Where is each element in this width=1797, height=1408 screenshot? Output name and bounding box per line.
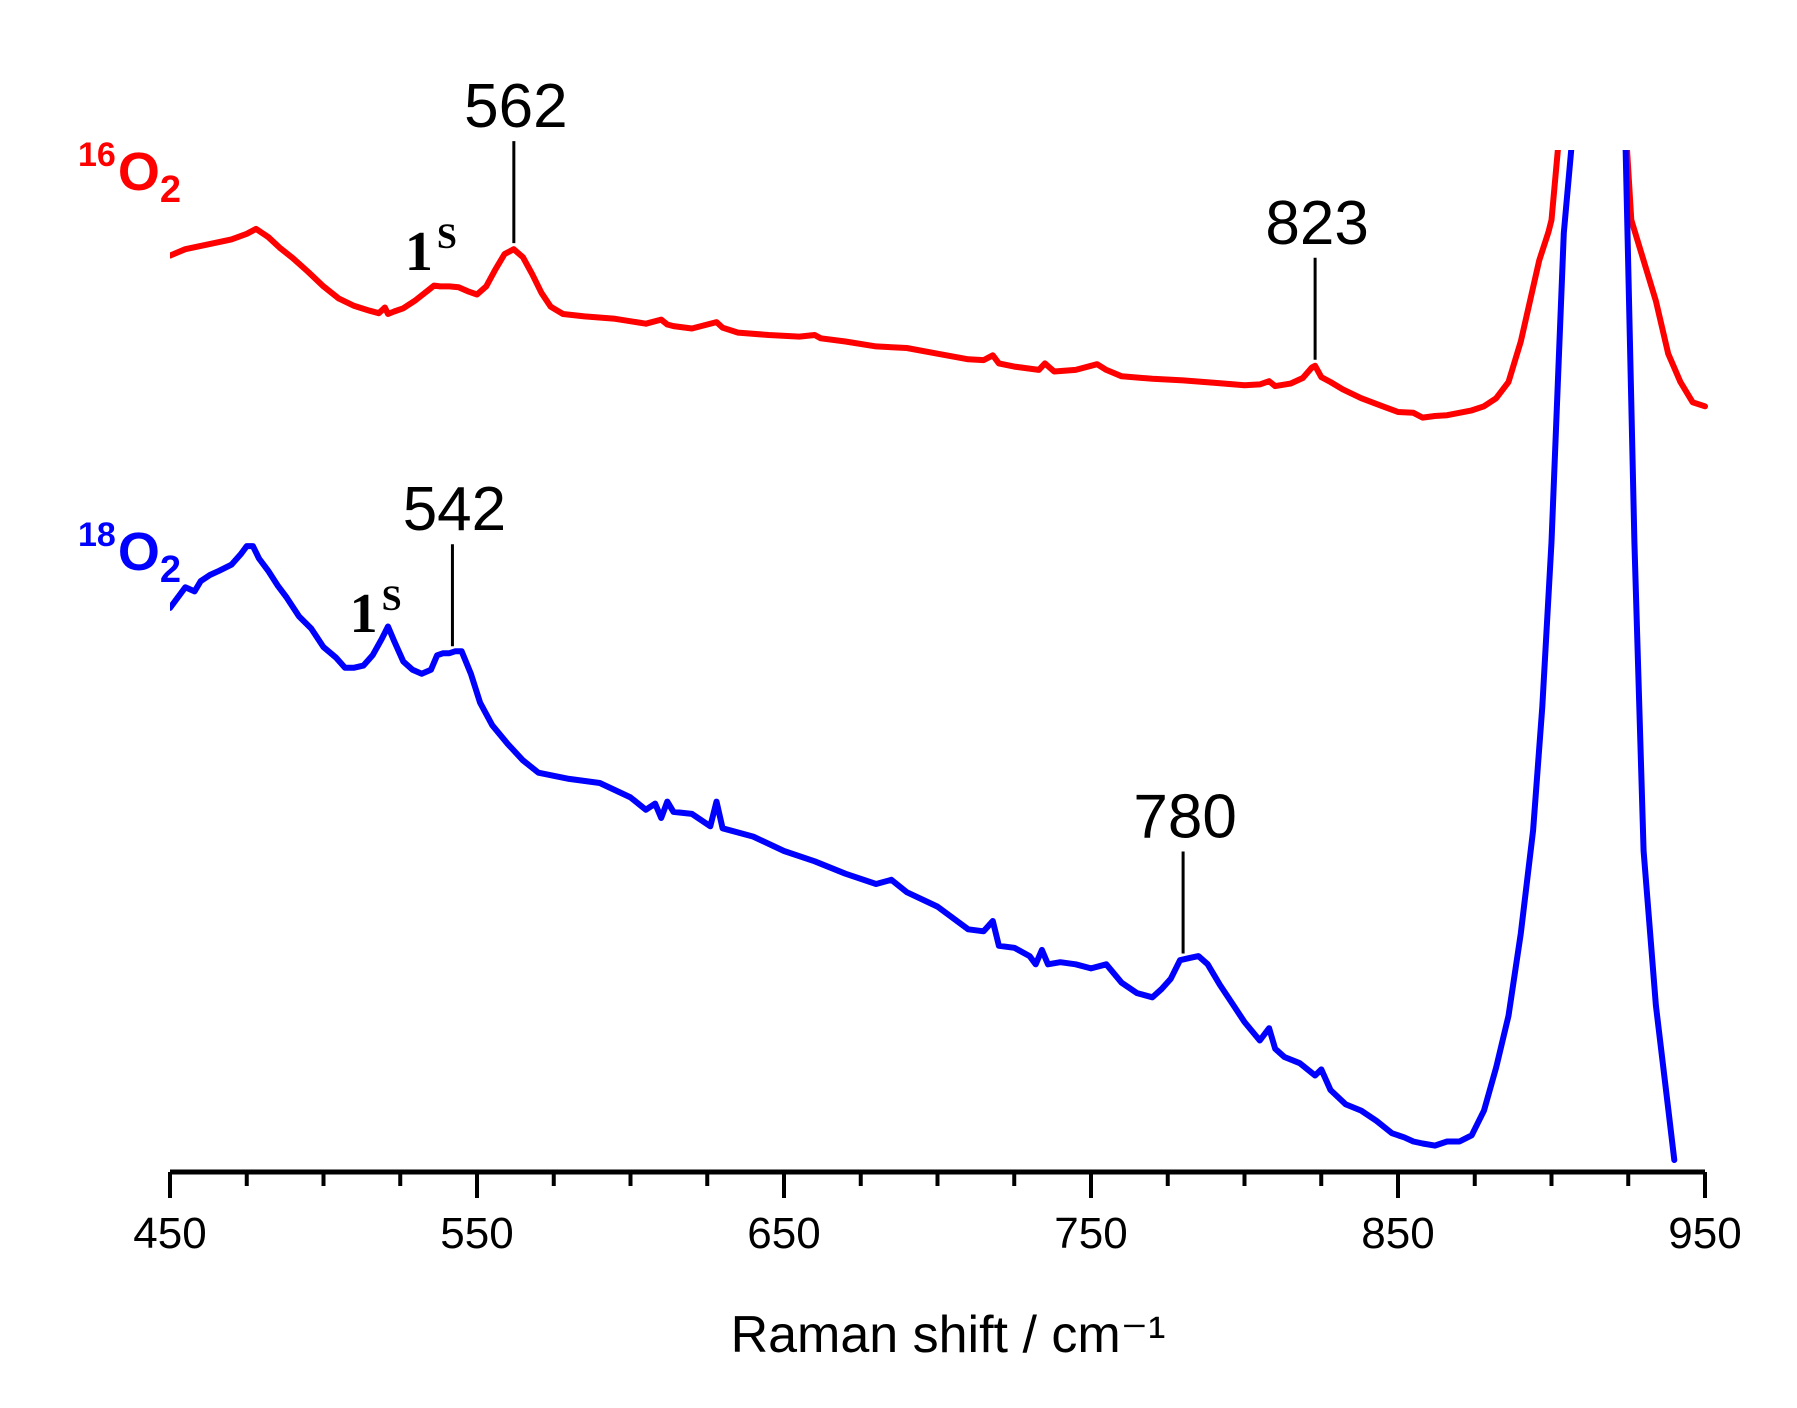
series-label-prefix: 16 (78, 136, 116, 174)
x-tick-label: 650 (747, 1209, 820, 1258)
series-label-main: O (118, 142, 160, 202)
series-label-sub: 2 (160, 169, 181, 211)
peak-label: 780 (1133, 782, 1236, 851)
series-line-16-o2 (170, 150, 1708, 421)
singlet-sup: S (437, 216, 457, 256)
x-tick-label: 450 (133, 1209, 206, 1258)
peak-label: 562 (464, 72, 567, 141)
series-line-18-o2 (170, 150, 1678, 1163)
series-layer (170, 150, 1708, 1163)
series-label-prefix: 18 (78, 516, 116, 554)
series-label-sub: 2 (160, 549, 181, 591)
peak-label: 542 (403, 475, 506, 544)
x-tick-label: 750 (1054, 1209, 1127, 1258)
x-tick-label: 850 (1361, 1209, 1434, 1258)
singlet-sup: S (382, 578, 402, 618)
x-axis: 450 550 650 750 850 950 (133, 1169, 1742, 1258)
series-label-16-o2: 16O2 (78, 136, 181, 211)
x-axis-title: Raman shift / cm⁻¹ (731, 1306, 1166, 1364)
series-label-main: O (118, 522, 160, 582)
x-tick-label: 950 (1668, 1209, 1741, 1258)
peak-label: 823 (1265, 189, 1368, 258)
series-label-18-o2: 18O2 (78, 516, 181, 591)
x-tick-label: 550 (440, 1209, 513, 1258)
